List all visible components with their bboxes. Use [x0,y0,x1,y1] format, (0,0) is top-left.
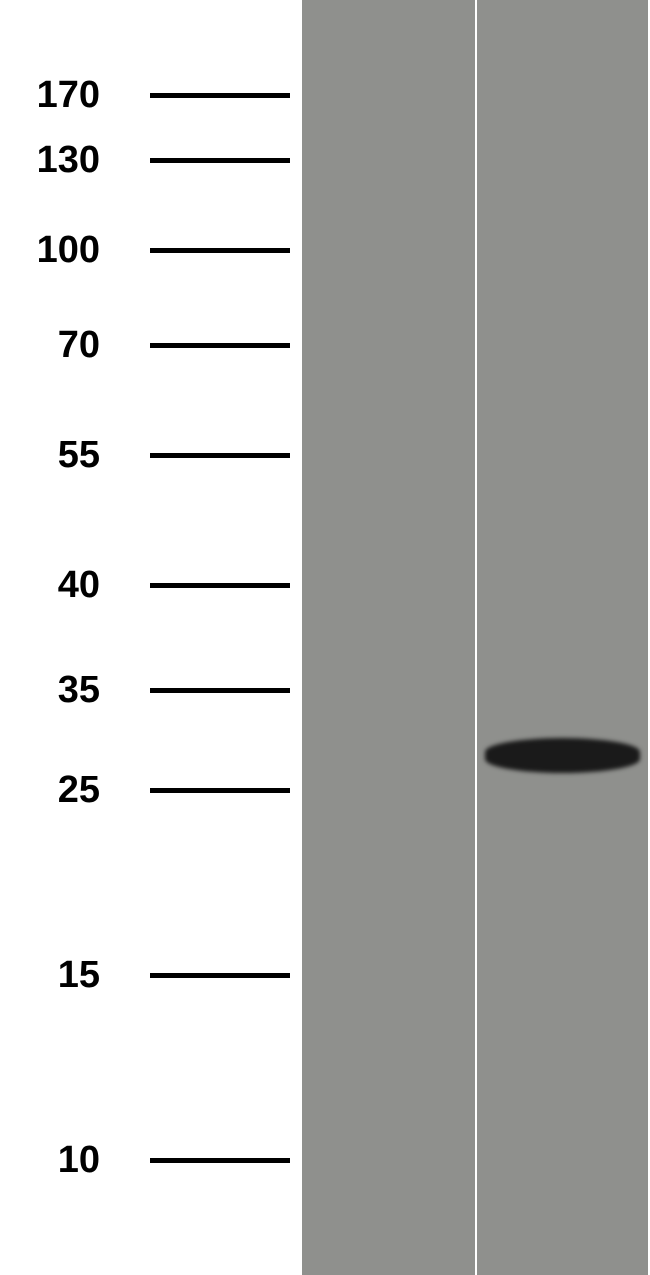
marker-label: 15 [0,954,120,997]
marker-row: 40 [0,566,300,604]
marker-row: 55 [0,436,300,474]
blot-membrane [300,0,650,1275]
marker-tick [150,688,290,693]
lane-divider [475,0,477,1275]
marker-tick [150,788,290,793]
marker-tick [150,93,290,98]
marker-row: 170 [0,76,300,114]
marker-row: 70 [0,326,300,364]
marker-label: 40 [0,564,120,607]
marker-tick [150,1158,290,1163]
marker-label: 25 [0,769,120,812]
marker-label: 170 [0,74,120,117]
marker-row: 35 [0,671,300,709]
lane-divider [300,0,302,1275]
marker-tick [150,973,290,978]
marker-tick [150,343,290,348]
marker-label: 10 [0,1139,120,1182]
marker-label: 100 [0,229,120,272]
marker-label: 55 [0,434,120,477]
marker-row: 130 [0,141,300,179]
protein-band [485,738,640,773]
western-blot-figure: 170 130 100 70 55 40 35 25 15 10 [0,0,650,1275]
marker-row: 15 [0,956,300,994]
marker-row: 10 [0,1141,300,1179]
marker-tick [150,158,290,163]
marker-label: 35 [0,669,120,712]
marker-row: 25 [0,771,300,809]
marker-tick [150,453,290,458]
marker-label: 70 [0,324,120,367]
marker-tick [150,583,290,588]
molecular-weight-ladder: 170 130 100 70 55 40 35 25 15 10 [0,0,300,1275]
marker-row: 100 [0,231,300,269]
marker-label: 130 [0,139,120,182]
marker-tick [150,248,290,253]
